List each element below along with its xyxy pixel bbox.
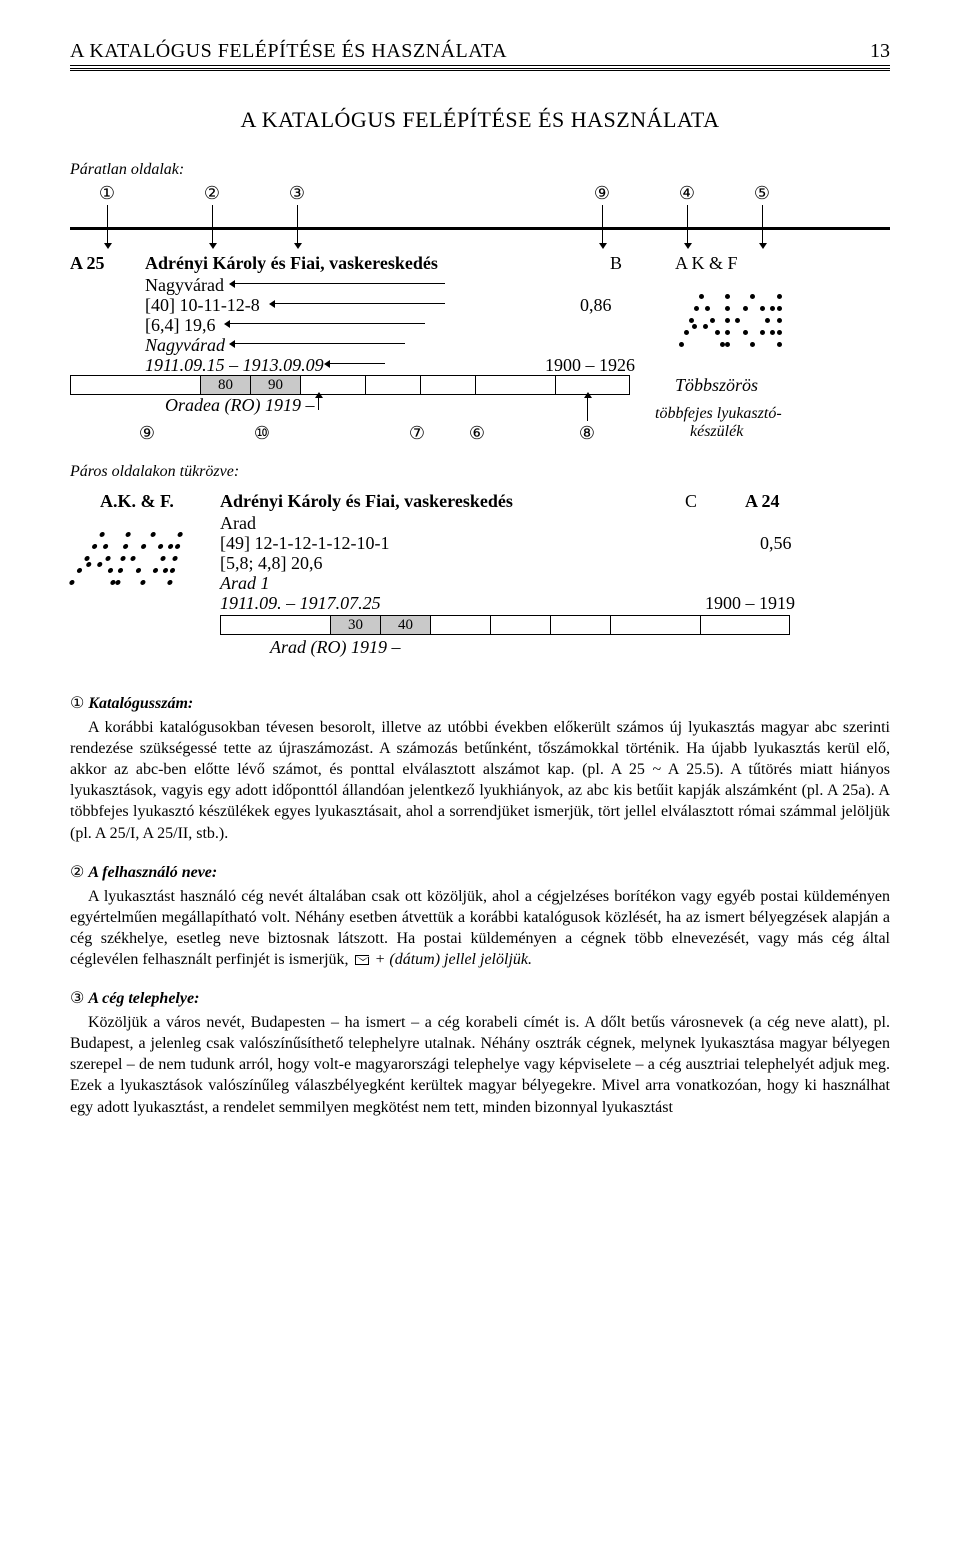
box2-40: 40 <box>380 615 430 635</box>
box2-blank3 <box>490 615 550 635</box>
circled-4: ④ <box>675 183 699 204</box>
section-3-head: ③ A cég telephelye: <box>70 988 890 1008</box>
circled-1: ① <box>95 183 119 204</box>
box-blank3 <box>365 375 420 395</box>
section-3-body: Közöljük a város nevét, Budapesten – ha … <box>70 1012 890 1118</box>
section-2-title: A felhasználó neve: <box>88 864 217 881</box>
entry1-city2: Nagyvárad <box>145 335 225 356</box>
entry1-line3: [40] 10-11-12-8 <box>145 295 260 316</box>
section-3-title: A cég telephelye: <box>88 990 199 1007</box>
arrow-city2 <box>235 343 405 344</box>
entry1-oradea: Oradea (RO) 1919 – <box>165 395 314 416</box>
circled-2: ② <box>200 183 224 204</box>
entry2-code: A 24 <box>745 491 780 512</box>
entry2-line4: [5,8; 4,8] 20,6 <box>220 553 323 574</box>
entry1-code: A 25 <box>70 253 105 274</box>
box2-blank4 <box>550 615 610 635</box>
diagram-entry-2: A.K. & F. Adrényi Károly és Fiai, vasker… <box>70 491 890 681</box>
box-blank6 <box>555 375 630 395</box>
box2-blank2 <box>430 615 490 635</box>
entry2-city: Arad <box>220 513 256 534</box>
arrow-line3 <box>275 303 445 304</box>
entry1-keszulek-l2: készülék <box>690 423 743 441</box>
entry2-line3: [49] 12-1-12-1-12-10-1 <box>220 533 389 554</box>
box2-blank5 <box>610 615 700 635</box>
entry2-arad-ro: Arad (RO) 1919 – <box>270 637 400 658</box>
envelope-icon <box>355 955 369 965</box>
circled-10: ⑩ <box>250 423 274 444</box>
section-1-title: Katalógusszám: <box>88 695 193 712</box>
box-blank4 <box>420 375 475 395</box>
arrow-5-down <box>762 205 763 243</box>
entry1-years: 1900 – 1926 <box>545 355 635 376</box>
arrow-dates <box>330 363 385 364</box>
entry1-tobbszoros: Többszörös <box>675 375 758 396</box>
diagram-entry-1: ① ② ③ ⑨ ④ ⑤ A 25 Adrényi Károly és Fiai,… <box>70 183 890 443</box>
entry2-dates: 1911.09. – 1917.07.25 <box>220 593 381 614</box>
box2-30: 30 <box>330 615 380 635</box>
arrow-oradea-up <box>318 398 319 410</box>
entry2-dotogram <box>60 516 189 606</box>
circled-6: ⑥ <box>465 423 489 444</box>
arrow-city1 <box>235 283 445 284</box>
circled-9b: ⑨ <box>135 423 159 444</box>
circled-8: ⑧ <box>575 423 599 444</box>
arrow-line4 <box>230 323 425 324</box>
box-90: 90 <box>250 375 300 395</box>
entry2-city2: Arad 1 <box>220 573 270 594</box>
arrow-1-down <box>107 205 108 243</box>
page-header: A KATALÓGUS FELÉPÍTÉSE ÉS HASZNÁLATA 13 <box>70 40 890 66</box>
section-2: ② A felhasználó neve: A lyukasztást hasz… <box>70 862 890 970</box>
box2-blank1 <box>220 615 330 635</box>
entry2-val: 0,56 <box>760 533 792 554</box>
entry1-city1: Nagyvárad <box>145 275 224 296</box>
entry2-monogram-label: A.K. & F. <box>100 491 174 512</box>
arrow-8-up <box>587 398 588 421</box>
section-1-body: A korábbi katalógusokban tévesen besorol… <box>70 717 890 844</box>
entry2-years: 1900 – 1919 <box>705 593 795 614</box>
entry1-line4: [6,4] 19,6 <box>145 315 216 336</box>
box2-blank6 <box>700 615 790 635</box>
entry2-rating: C <box>685 491 697 512</box>
page-number: 13 <box>850 40 890 63</box>
entry1-name: Adrényi Károly és Fiai, vaskereskedés <box>145 253 438 274</box>
box-80: 80 <box>200 375 250 395</box>
section-2-head: ② A felhasználó neve: <box>70 862 890 882</box>
header-title: A KATALÓGUS FELÉPÍTÉSE ÉS HASZNÁLATA <box>70 40 850 63</box>
box-blank1 <box>70 375 200 395</box>
section-1-head: ① Katalógusszám: <box>70 693 890 713</box>
circled-3: ③ <box>285 183 309 204</box>
paratlan-label: Páratlan oldalak: <box>70 161 890 179</box>
entry1-val: 0,86 <box>580 295 612 316</box>
entry2-boxrow: 30 40 <box>220 615 790 635</box>
section-1: ① Katalógusszám: A korábbi katalógusokba… <box>70 693 890 844</box>
entry1-dotogram <box>675 278 785 368</box>
arrow-3-down <box>297 205 298 243</box>
box-blank5 <box>475 375 555 395</box>
section-3: ③ A cég telephelye: Közöljük a város nev… <box>70 988 890 1118</box>
section-2-num: ② <box>70 864 84 881</box>
entry1-keszulek-l1: többfejes lyukasztó- <box>655 405 782 423</box>
circled-5: ⑤ <box>750 183 774 204</box>
section-3-num: ③ <box>70 990 84 1007</box>
arrow-2-down <box>212 205 213 243</box>
main-title: A KATALÓGUS FELÉPÍTÉSE ÉS HASZNÁLATA <box>70 107 890 133</box>
entry1-rating: B <box>610 253 622 274</box>
header-rule <box>70 68 890 71</box>
section-2-body-b: + (dátum) jellel jelöljük. <box>375 951 532 968</box>
entry2-name: Adrényi Károly és Fiai, vaskereskedés <box>220 491 513 512</box>
section-1-num: ① <box>70 695 84 712</box>
entry1-monogram: A K & F <box>675 253 738 274</box>
paros-label: Páros oldalakon tükrözve: <box>70 463 890 481</box>
entry1-dates: 1911.09.15 – 1913.09.09 <box>145 355 324 376</box>
circled-9a: ⑨ <box>590 183 614 204</box>
arrow-4-down <box>687 205 688 243</box>
thick-rule <box>70 227 890 230</box>
entry1-boxrow: 80 90 <box>70 375 630 395</box>
arrow-9a-down <box>602 205 603 243</box>
box-blank2 <box>300 375 365 395</box>
circled-7: ⑦ <box>405 423 429 444</box>
section-2-body: A lyukasztást használó cég nevét általáb… <box>70 886 890 970</box>
